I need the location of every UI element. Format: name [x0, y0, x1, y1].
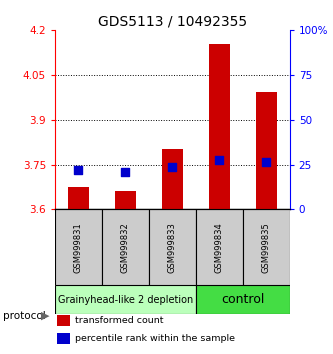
- Bar: [57, 333, 70, 344]
- Text: control: control: [221, 293, 264, 306]
- Text: transformed count: transformed count: [75, 316, 164, 325]
- Point: [217, 157, 222, 163]
- Text: GSM999835: GSM999835: [262, 222, 271, 273]
- Bar: [209, 44, 230, 210]
- Point: [170, 165, 175, 170]
- Text: GSM999831: GSM999831: [74, 222, 83, 273]
- Bar: [243, 210, 290, 285]
- Bar: [68, 187, 89, 210]
- Bar: [149, 210, 196, 285]
- Bar: [196, 285, 290, 314]
- Point: [264, 159, 269, 165]
- Point: [76, 167, 81, 173]
- Text: ▶: ▶: [41, 311, 49, 321]
- Bar: [256, 92, 277, 210]
- Bar: [55, 285, 196, 314]
- Text: GSM999832: GSM999832: [121, 222, 130, 273]
- Point: [123, 169, 128, 175]
- Text: GSM999834: GSM999834: [215, 222, 224, 273]
- Title: GDS5113 / 10492355: GDS5113 / 10492355: [98, 15, 247, 29]
- Text: GSM999833: GSM999833: [168, 222, 177, 273]
- Bar: [55, 210, 102, 285]
- Bar: [162, 149, 183, 210]
- Bar: [115, 191, 136, 210]
- Text: protocol: protocol: [3, 311, 46, 321]
- Bar: [102, 210, 149, 285]
- Text: Grainyhead-like 2 depletion: Grainyhead-like 2 depletion: [58, 295, 193, 305]
- Bar: [57, 315, 70, 326]
- Bar: [196, 210, 243, 285]
- Text: percentile rank within the sample: percentile rank within the sample: [75, 335, 235, 343]
